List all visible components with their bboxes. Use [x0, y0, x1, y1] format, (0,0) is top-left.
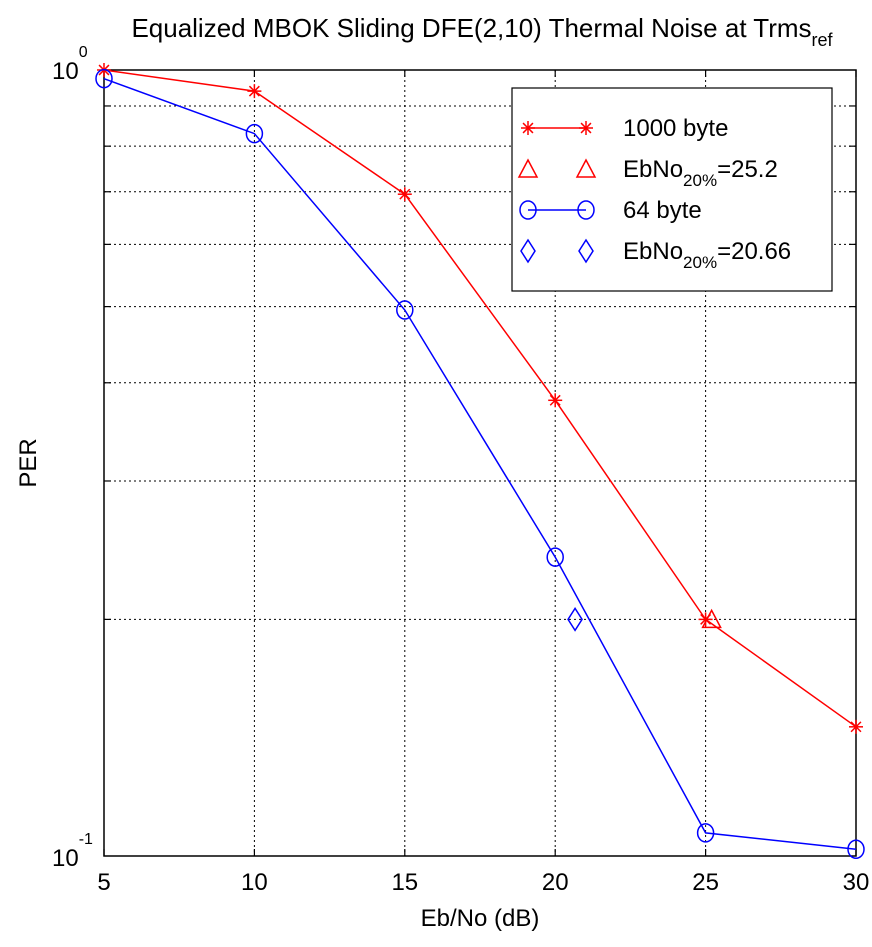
chart-title-main: Equalized MBOK Sliding DFE(2,10) Thermal… — [131, 13, 811, 43]
y-tick-label-top-exp: 0 — [79, 44, 88, 61]
legend-label-1000-byte: 1000 byte — [623, 115, 728, 142]
data-point-asterisk — [698, 612, 713, 627]
y-tick-label-bottom: 10-1 — [52, 831, 93, 872]
chart-title: Equalized MBOK Sliding DFE(2,10) Thermal… — [131, 13, 833, 50]
data-point-circle — [95, 68, 113, 89]
circle-shape — [95, 68, 113, 89]
data-point-asterisk — [849, 719, 863, 734]
y-tick-label-bottom-base: 10 — [52, 845, 79, 872]
circle-shape — [546, 547, 564, 567]
legend-marker-diamond — [520, 238, 536, 264]
data-point-asterisk — [397, 187, 412, 202]
series-layer — [95, 63, 865, 859]
asterisk-stroke — [522, 122, 534, 134]
series-0 — [97, 63, 863, 734]
series-3 — [567, 606, 583, 632]
data-point-circle — [546, 547, 564, 567]
circle-shape — [245, 123, 264, 144]
triangle-shape — [575, 158, 597, 178]
x-tick-label: 25 — [692, 869, 719, 896]
asterisk-stroke — [580, 122, 592, 134]
circle-shape — [577, 200, 595, 220]
diamond-shape — [520, 238, 536, 264]
legend-marker-triangle — [517, 158, 539, 178]
asterisk-stroke — [549, 394, 561, 406]
data-point-circle — [696, 823, 715, 843]
y-tick-label-bottom-exp: -1 — [79, 831, 93, 848]
circle-shape — [519, 200, 537, 220]
legend-marker-triangle — [575, 158, 597, 178]
legend-marker-circle — [519, 200, 537, 220]
legend-label-64-byte: 64 byte — [623, 197, 702, 224]
asterisk-stroke — [850, 721, 862, 733]
legend-ebno-1000-base: EbNo — [623, 156, 683, 183]
legend-label-ebno-64: EbNo20%=20.66 — [623, 238, 791, 272]
legend-symbols — [517, 121, 597, 264]
y-axis-label: PER — [15, 438, 42, 487]
data-point-triangle — [701, 608, 722, 629]
x-tick-label: 10 — [241, 869, 268, 896]
legend-ebno-64-value: =20.66 — [717, 238, 791, 265]
series-1 — [701, 608, 722, 629]
x-tick-label: 5 — [97, 869, 110, 896]
legend-ebno-64-base: EbNo — [623, 238, 683, 265]
data-point-circle — [847, 839, 865, 859]
data-point-asterisk — [247, 84, 262, 99]
data-point-circle — [245, 123, 264, 144]
diamond-shape — [567, 606, 583, 632]
series-line — [103, 69, 857, 728]
legend-marker-circle — [577, 200, 595, 220]
asterisk-stroke — [399, 188, 411, 200]
chart-title-subscript: ref — [812, 30, 834, 50]
x-tick-label: 15 — [391, 869, 418, 896]
legend-box — [511, 87, 833, 292]
y-tick-label-top: 100 — [52, 44, 88, 85]
asterisk-stroke — [248, 85, 260, 97]
circle-shape — [696, 823, 715, 843]
data-point-diamond — [567, 606, 583, 632]
y-tick-label-top-base: 10 — [52, 58, 79, 85]
x-tick-label: 20 — [542, 869, 569, 896]
legend-marker-asterisk — [579, 121, 593, 135]
circle-shape — [396, 300, 414, 320]
legend-marker-diamond — [578, 238, 594, 264]
circle-shape — [847, 839, 865, 859]
series-line — [103, 77, 857, 850]
legend-ebno-1000-sub: 20% — [683, 171, 717, 190]
legend-label-ebno-1000: EbNo20%=25.2 — [623, 156, 778, 190]
axes-frame — [103, 69, 857, 857]
legend-marker-asterisk — [521, 121, 535, 135]
legend-ebno-64-sub: 20% — [683, 253, 717, 272]
x-axis-label: Eb/No (dB) — [421, 905, 540, 932]
diamond-shape — [578, 238, 594, 264]
triangle-shape — [701, 608, 722, 629]
x-tick-label: 30 — [843, 869, 870, 896]
triangle-shape — [517, 158, 539, 178]
legend-ebno-1000-value: =25.2 — [717, 156, 778, 183]
data-point-circle — [396, 300, 414, 320]
legend: 1000 byte EbNo20%=25.2 64 byte EbNo20%=2… — [511, 87, 833, 292]
x-tick-labels: 5 10 15 20 25 30 — [97, 869, 869, 896]
series-2 — [95, 68, 865, 859]
data-point-asterisk — [548, 393, 563, 408]
